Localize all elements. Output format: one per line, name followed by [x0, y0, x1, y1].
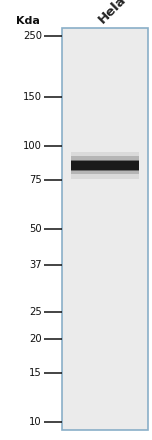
Text: 10: 10: [29, 417, 42, 427]
Text: 250: 250: [23, 31, 42, 41]
Text: 100: 100: [23, 141, 42, 151]
Bar: [71, 152, 139, 179]
Bar: [62, 28, 148, 430]
Bar: [63, 29, 147, 429]
Text: 20: 20: [29, 334, 42, 344]
Text: 50: 50: [29, 224, 42, 234]
Bar: [71, 160, 139, 171]
Text: 150: 150: [23, 92, 42, 102]
Text: 37: 37: [29, 260, 42, 270]
Text: 75: 75: [29, 176, 42, 185]
Text: 25: 25: [29, 307, 42, 317]
Bar: [71, 161, 139, 170]
Text: Kda: Kda: [16, 16, 40, 26]
Text: Hela: Hela: [96, 0, 129, 26]
Text: 15: 15: [29, 368, 42, 378]
Bar: [71, 156, 139, 174]
